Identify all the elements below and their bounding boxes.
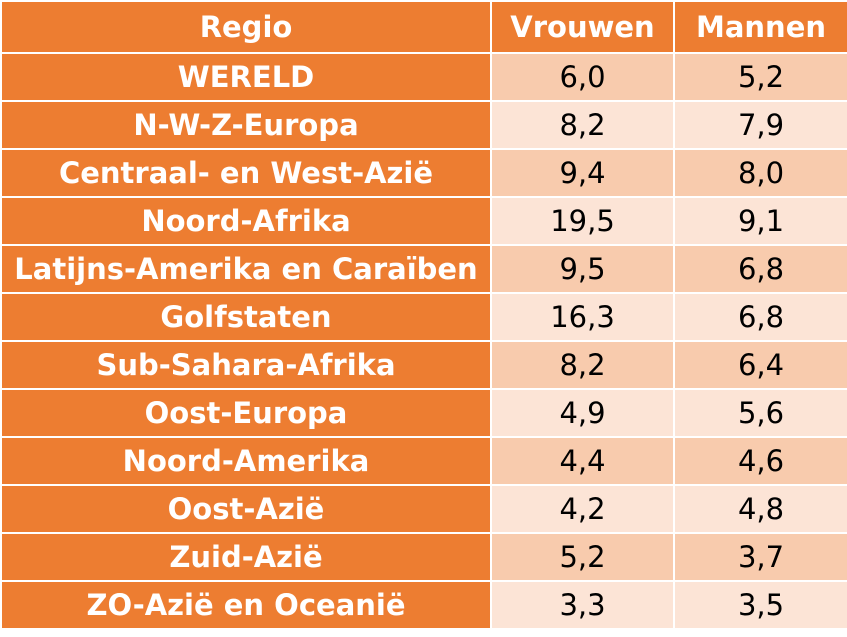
table-row: ZO-Azië en Oceanië 3,3 3,5	[0, 580, 847, 630]
header-row: Regio Vrouwen Mannen	[0, 0, 847, 54]
men-value-cell: 5,2	[673, 52, 847, 102]
region-cell: Centraal- en West-Azië	[0, 148, 492, 198]
table-header: Regio Vrouwen Mannen	[0, 0, 847, 54]
table-row: Centraal- en West-Azië 9,4 8,0	[0, 148, 847, 198]
region-cell: Zuid-Azië	[0, 532, 492, 582]
table-row: Latijns-Amerika en Caraïben 9,5 6,8	[0, 244, 847, 294]
table-row: WERELD 6,0 5,2	[0, 52, 847, 102]
table-row: Golfstaten 16,3 6,8	[0, 292, 847, 342]
region-cell: Golfstaten	[0, 292, 492, 342]
women-value-cell: 8,2	[490, 340, 675, 390]
table-body: WERELD 6,0 5,2 N-W-Z-Europa 8,2 7,9 Cent…	[0, 52, 847, 630]
region-cell: Oost-Azië	[0, 484, 492, 534]
men-value-cell: 3,7	[673, 532, 847, 582]
column-header-women: Vrouwen	[490, 0, 675, 54]
table-row: Sub-Sahara-Afrika 8,2 6,4	[0, 340, 847, 390]
women-value-cell: 5,2	[490, 532, 675, 582]
table-row: N-W-Z-Europa 8,2 7,9	[0, 100, 847, 150]
region-cell: Oost-Europa	[0, 388, 492, 438]
men-value-cell: 4,8	[673, 484, 847, 534]
women-value-cell: 4,2	[490, 484, 675, 534]
table-row: Oost-Azië 4,2 4,8	[0, 484, 847, 534]
men-value-cell: 6,8	[673, 244, 847, 294]
region-cell: Noord-Amerika	[0, 436, 492, 486]
men-value-cell: 6,4	[673, 340, 847, 390]
table-row: Noord-Afrika 19,5 9,1	[0, 196, 847, 246]
region-cell: WERELD	[0, 52, 492, 102]
table-row: Zuid-Azië 5,2 3,7	[0, 532, 847, 582]
men-value-cell: 9,1	[673, 196, 847, 246]
men-value-cell: 6,8	[673, 292, 847, 342]
region-cell: N-W-Z-Europa	[0, 100, 492, 150]
women-value-cell: 6,0	[490, 52, 675, 102]
women-value-cell: 3,3	[490, 580, 675, 630]
men-value-cell: 8,0	[673, 148, 847, 198]
men-value-cell: 7,9	[673, 100, 847, 150]
table-row: Oost-Europa 4,9 5,6	[0, 388, 847, 438]
women-value-cell: 8,2	[490, 100, 675, 150]
men-value-cell: 3,5	[673, 580, 847, 630]
region-cell: ZO-Azië en Oceanië	[0, 580, 492, 630]
women-value-cell: 9,5	[490, 244, 675, 294]
region-cell: Noord-Afrika	[0, 196, 492, 246]
region-cell: Latijns-Amerika en Caraïben	[0, 244, 492, 294]
women-value-cell: 16,3	[490, 292, 675, 342]
women-value-cell: 4,9	[490, 388, 675, 438]
column-header-region: Regio	[0, 0, 492, 54]
women-value-cell: 4,4	[490, 436, 675, 486]
men-value-cell: 5,6	[673, 388, 847, 438]
men-value-cell: 4,6	[673, 436, 847, 486]
table-row: Noord-Amerika 4,4 4,6	[0, 436, 847, 486]
women-value-cell: 19,5	[490, 196, 675, 246]
region-cell: Sub-Sahara-Afrika	[0, 340, 492, 390]
column-header-men: Mannen	[673, 0, 847, 54]
women-value-cell: 9,4	[490, 148, 675, 198]
